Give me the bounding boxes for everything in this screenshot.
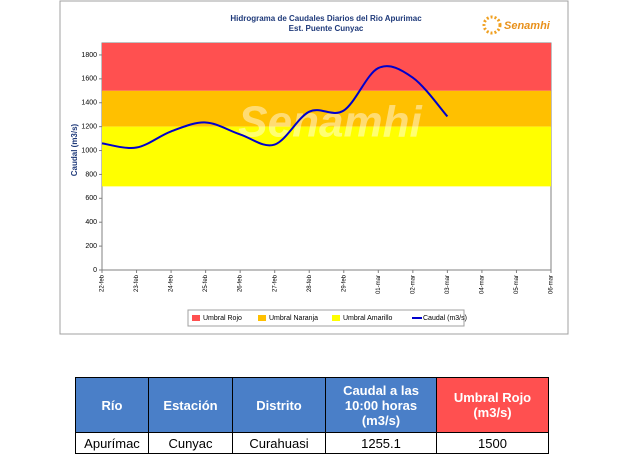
legend-label: Umbral Amarillo: [343, 315, 393, 322]
header-cell: Caudal a las 10:00 horas (m3/s): [325, 377, 437, 433]
x-tick-label: 25-feb: [203, 274, 209, 292]
threshold-band: [102, 90, 551, 127]
y-tick-label: 1000: [81, 147, 97, 154]
legend-label: Umbral Rojo: [203, 315, 242, 322]
y-tick-label: 600: [85, 195, 97, 202]
header-cell: Umbral Rojo (m3/s): [436, 377, 549, 433]
logo: Senamhi: [504, 20, 551, 32]
y-tick-label: 1200: [81, 123, 97, 130]
data-table: Río Estación Distrito Caudal a las 10:00…: [75, 377, 549, 454]
y-tick-label: 800: [85, 171, 97, 178]
x-tick-label: 05-mar: [514, 275, 520, 294]
x-tick-label: 24-feb: [169, 274, 175, 292]
cell: Apurímac: [75, 432, 149, 454]
x-tick-label: 03-mar: [445, 275, 451, 294]
x-tick-label: 04-mar: [480, 275, 486, 294]
x-tick-label: 01-mar: [376, 275, 382, 294]
x-tick-label: 22-feb: [100, 274, 106, 292]
chart-subtitle: Est. Puente Cunyac: [289, 24, 364, 33]
legend-frame: [187, 309, 465, 327]
x-tick-label: 02-mar: [410, 275, 416, 294]
x-tick-label: 28-feb: [307, 274, 313, 292]
x-tick-label: 26-feb: [238, 274, 244, 292]
cell: 1500: [436, 432, 549, 454]
y-tick-label: 400: [85, 219, 97, 226]
y-tick-label: 200: [85, 243, 97, 250]
x-tick-label: 06-mar: [549, 275, 555, 294]
header-cell: Distrito: [232, 377, 326, 433]
legend-swatch: [192, 315, 200, 321]
legend-swatch: [332, 315, 340, 321]
y-tick-label: 0: [93, 267, 97, 274]
series-line: [101, 65, 449, 149]
legend-swatch: [258, 315, 266, 321]
y-tick-label: 1600: [81, 76, 97, 83]
y-axis-label: Caudal (m3/s): [70, 123, 79, 176]
chart: Hidrograma de Caudales Diarios del Rio A…: [59, 0, 569, 335]
logo-icon: [482, 15, 502, 35]
cell: 1255.1: [325, 432, 437, 454]
legend-label: Caudal (m3/s): [423, 315, 467, 322]
cell: Curahuasi: [232, 432, 326, 454]
header-cell: Río: [75, 377, 149, 433]
x-tick-label: 29-feb: [341, 274, 347, 292]
header-cell: Estación: [148, 377, 233, 433]
x-tick-label: 23-feb: [134, 274, 140, 292]
legend-label: Umbral Naranja: [269, 315, 318, 322]
y-tick-label: 1400: [81, 100, 97, 107]
threshold-band: [102, 43, 551, 91]
watermark: Senamhi: [238, 98, 422, 147]
x-tick-label: 27-feb: [272, 274, 278, 292]
y-tick-label: 1800: [81, 52, 97, 59]
threshold-band: [102, 126, 551, 187]
cell: Cunyac: [148, 432, 233, 454]
chart-title: Hidrograma de Caudales Diarios del Rio A…: [230, 14, 422, 23]
